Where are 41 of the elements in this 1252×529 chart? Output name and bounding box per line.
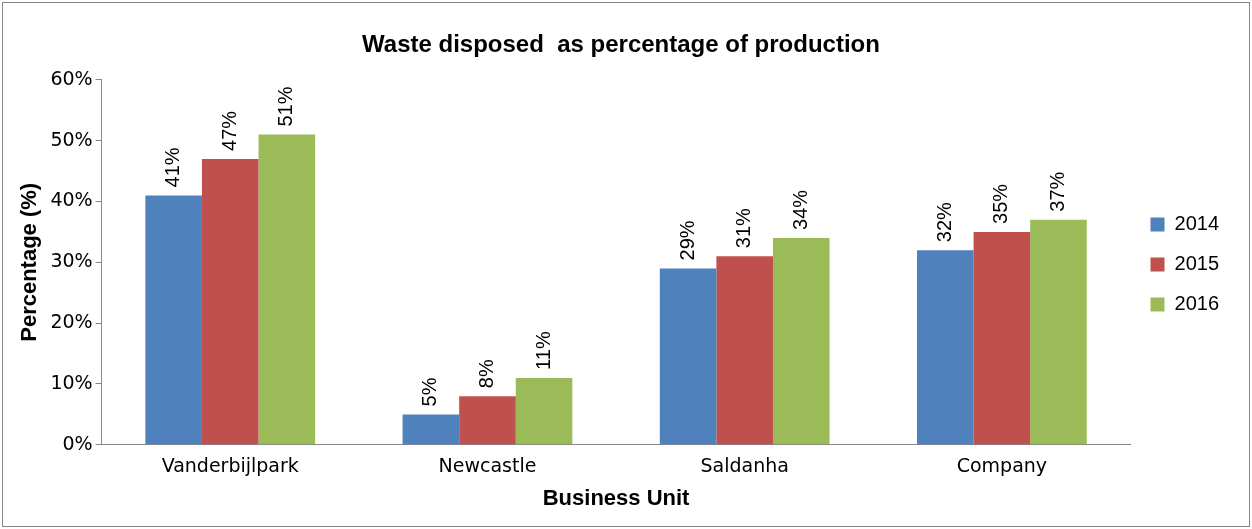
y-tick-label: 50% [50, 127, 93, 150]
legend-label: 2014 [1174, 212, 1220, 235]
bar [1030, 219, 1087, 445]
y-tick-label: 60% [50, 66, 93, 89]
bar [772, 237, 830, 445]
bar [973, 231, 1031, 445]
y-tick-label: 20% [50, 310, 93, 333]
bar [402, 414, 460, 445]
chart-title: Waste disposed as percentage of production [362, 30, 880, 58]
data-label: 11% [531, 331, 554, 370]
data-label: 31% [732, 207, 755, 249]
x-tick-label: Newcastle [438, 454, 537, 477]
x-tick-label: Saldanha [700, 454, 789, 477]
data-label: 35% [989, 183, 1012, 224]
bar [659, 268, 717, 445]
bar [201, 158, 259, 445]
data-label: 8% [474, 359, 497, 389]
legend-label: 2016 [1174, 292, 1220, 315]
data-label: 41% [161, 147, 184, 188]
y-tick-label: 0% [62, 431, 93, 454]
x-tick-label: Company [956, 454, 1048, 477]
x-axis-title: Business Unit [542, 484, 691, 510]
y-axis-title: Percentage (%) [16, 182, 42, 342]
y-tick-label: 10% [50, 370, 93, 393]
bar [515, 377, 573, 445]
bar [716, 256, 773, 445]
data-label: 47% [217, 110, 240, 151]
y-tick-label: 40% [50, 188, 93, 211]
bar [258, 134, 316, 445]
y-tick-label: 30% [50, 249, 93, 272]
bar [459, 396, 516, 445]
data-label: 34% [788, 189, 811, 230]
bar [917, 250, 974, 445]
data-label: 29% [675, 220, 698, 261]
data-label: 5% [418, 377, 441, 407]
data-label: 32% [932, 201, 955, 243]
data-label: 37% [1046, 171, 1068, 212]
bar [145, 195, 202, 445]
x-tick-label: Vanderbijlpark [161, 454, 299, 477]
legend-label: 2015 [1174, 252, 1220, 275]
data-label: 51% [274, 86, 297, 127]
